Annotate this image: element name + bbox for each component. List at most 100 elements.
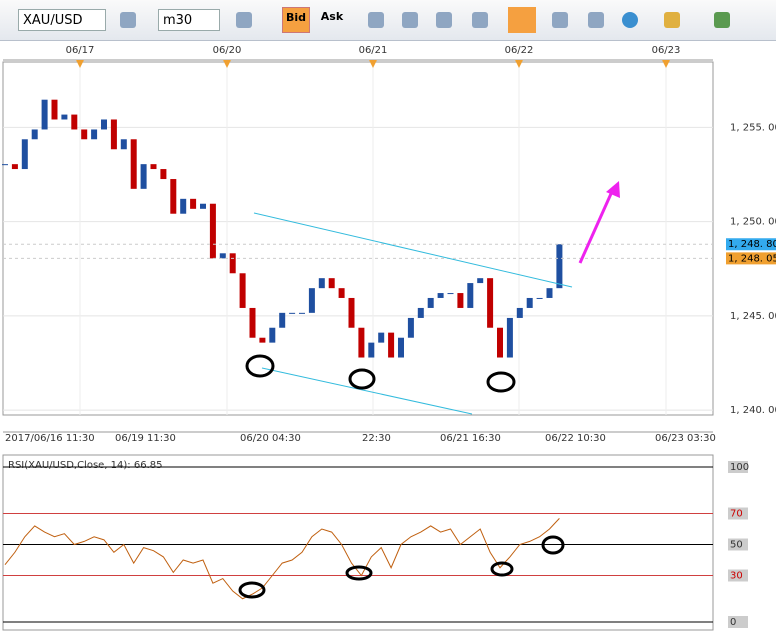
y-tick-label: 30 [730, 571, 743, 582]
icon[interactable] [552, 12, 568, 28]
highlight [541, 535, 565, 555]
icon[interactable] [588, 12, 604, 28]
icon[interactable] [664, 12, 680, 28]
ask: Ask [320, 10, 344, 23]
highlight [348, 368, 376, 390]
candle [2, 164, 8, 166]
candle [506, 317, 513, 358]
candle [61, 114, 68, 120]
candle [338, 288, 345, 298]
icon[interactable] [436, 12, 452, 28]
candle [91, 129, 98, 140]
candle [209, 203, 216, 259]
tick-box [728, 616, 748, 628]
candle [101, 119, 107, 130]
x-tick-label: 06/20 04:30 [240, 433, 301, 444]
bid: Bid [285, 11, 307, 24]
bid-button[interactable]: Bid [282, 7, 310, 33]
tick-box [728, 569, 748, 582]
icon[interactable] [508, 7, 536, 33]
ask-button[interactable]: Ask [318, 7, 346, 33]
y-tick-label: 1, 255. 00 [730, 122, 776, 133]
candle [31, 129, 38, 140]
rsi-title: RSI(XAU/USD,Close, 14): 66.85 [8, 460, 162, 471]
symbol-select[interactable]: XAU/USD [18, 9, 106, 31]
candle [190, 198, 197, 209]
arrow [578, 186, 616, 264]
candle [259, 337, 266, 343]
y-tick-label: 0 [730, 617, 736, 628]
top-date: 06/22 [505, 45, 534, 56]
candle [249, 307, 256, 338]
marker [662, 60, 670, 68]
x-tick-label: 06/19 11:30 [115, 433, 176, 444]
candle [318, 278, 325, 289]
chart: RSI(XAU/USD,Close, 14): 66.85 1, 255. 00… [2, 45, 776, 631]
top-date: 06/21 [359, 45, 388, 56]
timeframe-select[interactable]: m30 [158, 9, 220, 31]
icon[interactable] [368, 12, 384, 28]
candle [348, 297, 355, 328]
main-pane [2, 61, 714, 416]
icon[interactable] [622, 12, 638, 28]
candle [110, 119, 117, 150]
candle [269, 327, 276, 343]
highlight [238, 581, 266, 599]
tick-box [728, 538, 748, 551]
candle [299, 312, 305, 314]
candle [170, 179, 177, 214]
y-tick-label: 70 [730, 509, 743, 520]
candle [417, 307, 424, 318]
toolbar: XAU/USD m30 Bid Ask [0, 0, 776, 41]
price-tag [726, 238, 776, 251]
top-date: 06/20 [213, 45, 242, 56]
marker [369, 60, 377, 68]
x-tick-label: 06/21 16:30 [440, 433, 501, 444]
icon[interactable] [120, 12, 136, 28]
candle [219, 253, 226, 259]
candle [378, 332, 385, 343]
candle [160, 169, 167, 180]
symbol: XAU/USD [23, 13, 83, 28]
marker [76, 60, 84, 68]
candle [398, 337, 404, 358]
top-date: 06/17 [66, 45, 95, 56]
arrow-head [606, 181, 620, 198]
highlight [486, 371, 516, 393]
candle [51, 99, 58, 120]
x-tick-label: 2017/06/16 11:30 [5, 433, 95, 444]
top-date: 06/23 [652, 45, 681, 56]
candle [388, 332, 395, 358]
candle [289, 312, 296, 314]
rsi-pane [2, 454, 714, 631]
candle [546, 288, 553, 298]
x-tick-label: 06/23 03:30 [655, 433, 716, 444]
candle [120, 139, 127, 150]
candle [130, 139, 137, 189]
highlight [490, 561, 514, 577]
candle [180, 198, 187, 214]
candle [427, 297, 434, 308]
x-tick-label: 06/22 10:30 [545, 433, 606, 444]
candle [526, 297, 533, 308]
candle [41, 99, 48, 130]
icon[interactable] [472, 12, 488, 28]
y-tick-label: 50 [730, 540, 743, 551]
trendline [261, 367, 473, 415]
candle [21, 139, 28, 170]
icon[interactable] [402, 12, 418, 28]
y-tick-label: 1, 240. 00 [730, 405, 776, 416]
candle [516, 307, 523, 318]
candle [239, 273, 246, 308]
tick-box [728, 461, 748, 473]
icon[interactable] [236, 12, 252, 28]
plot: 1, 255. 00 1, 250. 00 1, 245. 00 1, 240. 00… [2, 45, 776, 628]
candle [368, 342, 375, 358]
candle [536, 297, 543, 299]
candle [81, 129, 88, 140]
candle [358, 327, 365, 358]
icon[interactable] [714, 12, 730, 28]
candle [467, 283, 474, 308]
candle [477, 278, 484, 284]
